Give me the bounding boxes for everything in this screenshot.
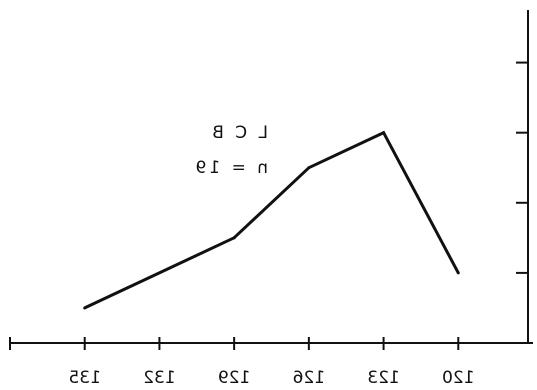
x-tick-label: 135 — [68, 368, 100, 388]
axes — [9, 10, 533, 350]
plot-marks — [83, 130, 460, 310]
data-point — [232, 236, 236, 240]
x-tick-label: 123 — [367, 368, 399, 388]
data-point — [307, 166, 311, 170]
annotation-sample-size: n = 19 — [193, 158, 268, 178]
annotation-group-label: L C B — [209, 123, 268, 143]
x-tick-label: 129 — [218, 368, 250, 388]
data-point — [382, 131, 386, 135]
x-tick-label: 132 — [143, 368, 175, 388]
annotations: L C B n = 19 — [193, 123, 268, 178]
x-tick-label: 126 — [293, 368, 325, 388]
data-point — [83, 306, 87, 310]
data-point — [456, 271, 460, 275]
x-tick-label: 120 — [442, 368, 474, 388]
series-line — [84, 130, 460, 310]
x-tick-labels: 135 132 129 126 123 120 — [68, 368, 474, 388]
